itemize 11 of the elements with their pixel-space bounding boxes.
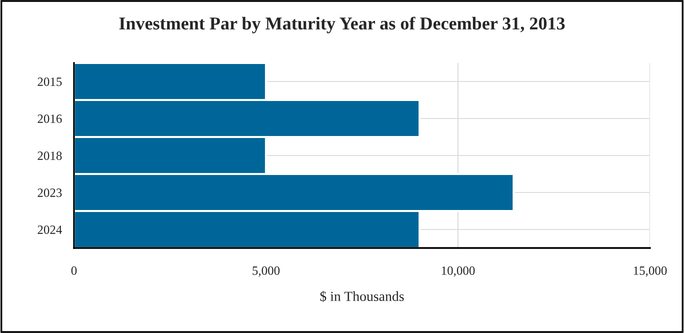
chart-title: Investment Par by Maturity Year as of December 31, 2013 — [119, 16, 565, 34]
y-tick-label: 2023 — [38, 188, 62, 197]
x-tick-label: 5,000 — [252, 266, 280, 277]
x-tick-label: 0 — [71, 266, 77, 275]
y-tick-label: 2015 — [38, 78, 62, 86]
y-tick-label: 2016 — [38, 114, 62, 123]
x-tick-label: 10,000 — [442, 266, 475, 277]
y-tick-label: 2024 — [38, 226, 62, 234]
x-axis-title: $ in Thousands — [320, 290, 404, 302]
y-tick-label: 2018 — [38, 152, 62, 160]
x-tick-label: 15,000 — [634, 266, 667, 277]
